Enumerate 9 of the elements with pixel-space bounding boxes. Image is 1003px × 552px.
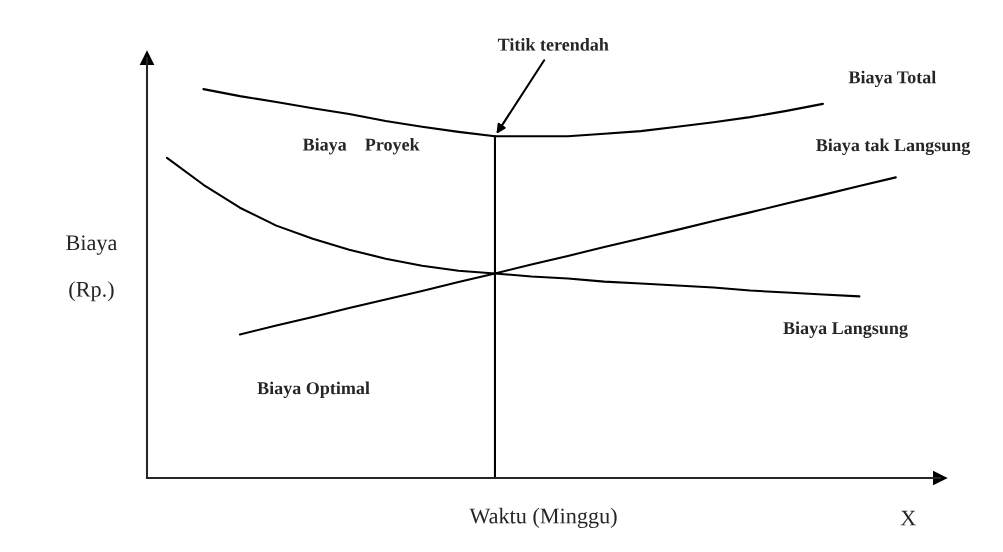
- text: X: [900, 510, 916, 526]
- y-axis-title: Biaya (Rp.): [66, 235, 118, 302]
- series-label: Biaya Total: [848, 70, 936, 88]
- series-label: Biaya Langsung: [783, 321, 908, 338]
- annotation: Biaya Proyek: [302, 137, 420, 155]
- series-label: Biaya tak Langsung: [816, 138, 971, 156]
- text: Titik terendah: [497, 38, 609, 51]
- annotation: Biaya Optimal: [257, 381, 370, 399]
- x-axis-title: Waktu (Minggu): [469, 507, 617, 529]
